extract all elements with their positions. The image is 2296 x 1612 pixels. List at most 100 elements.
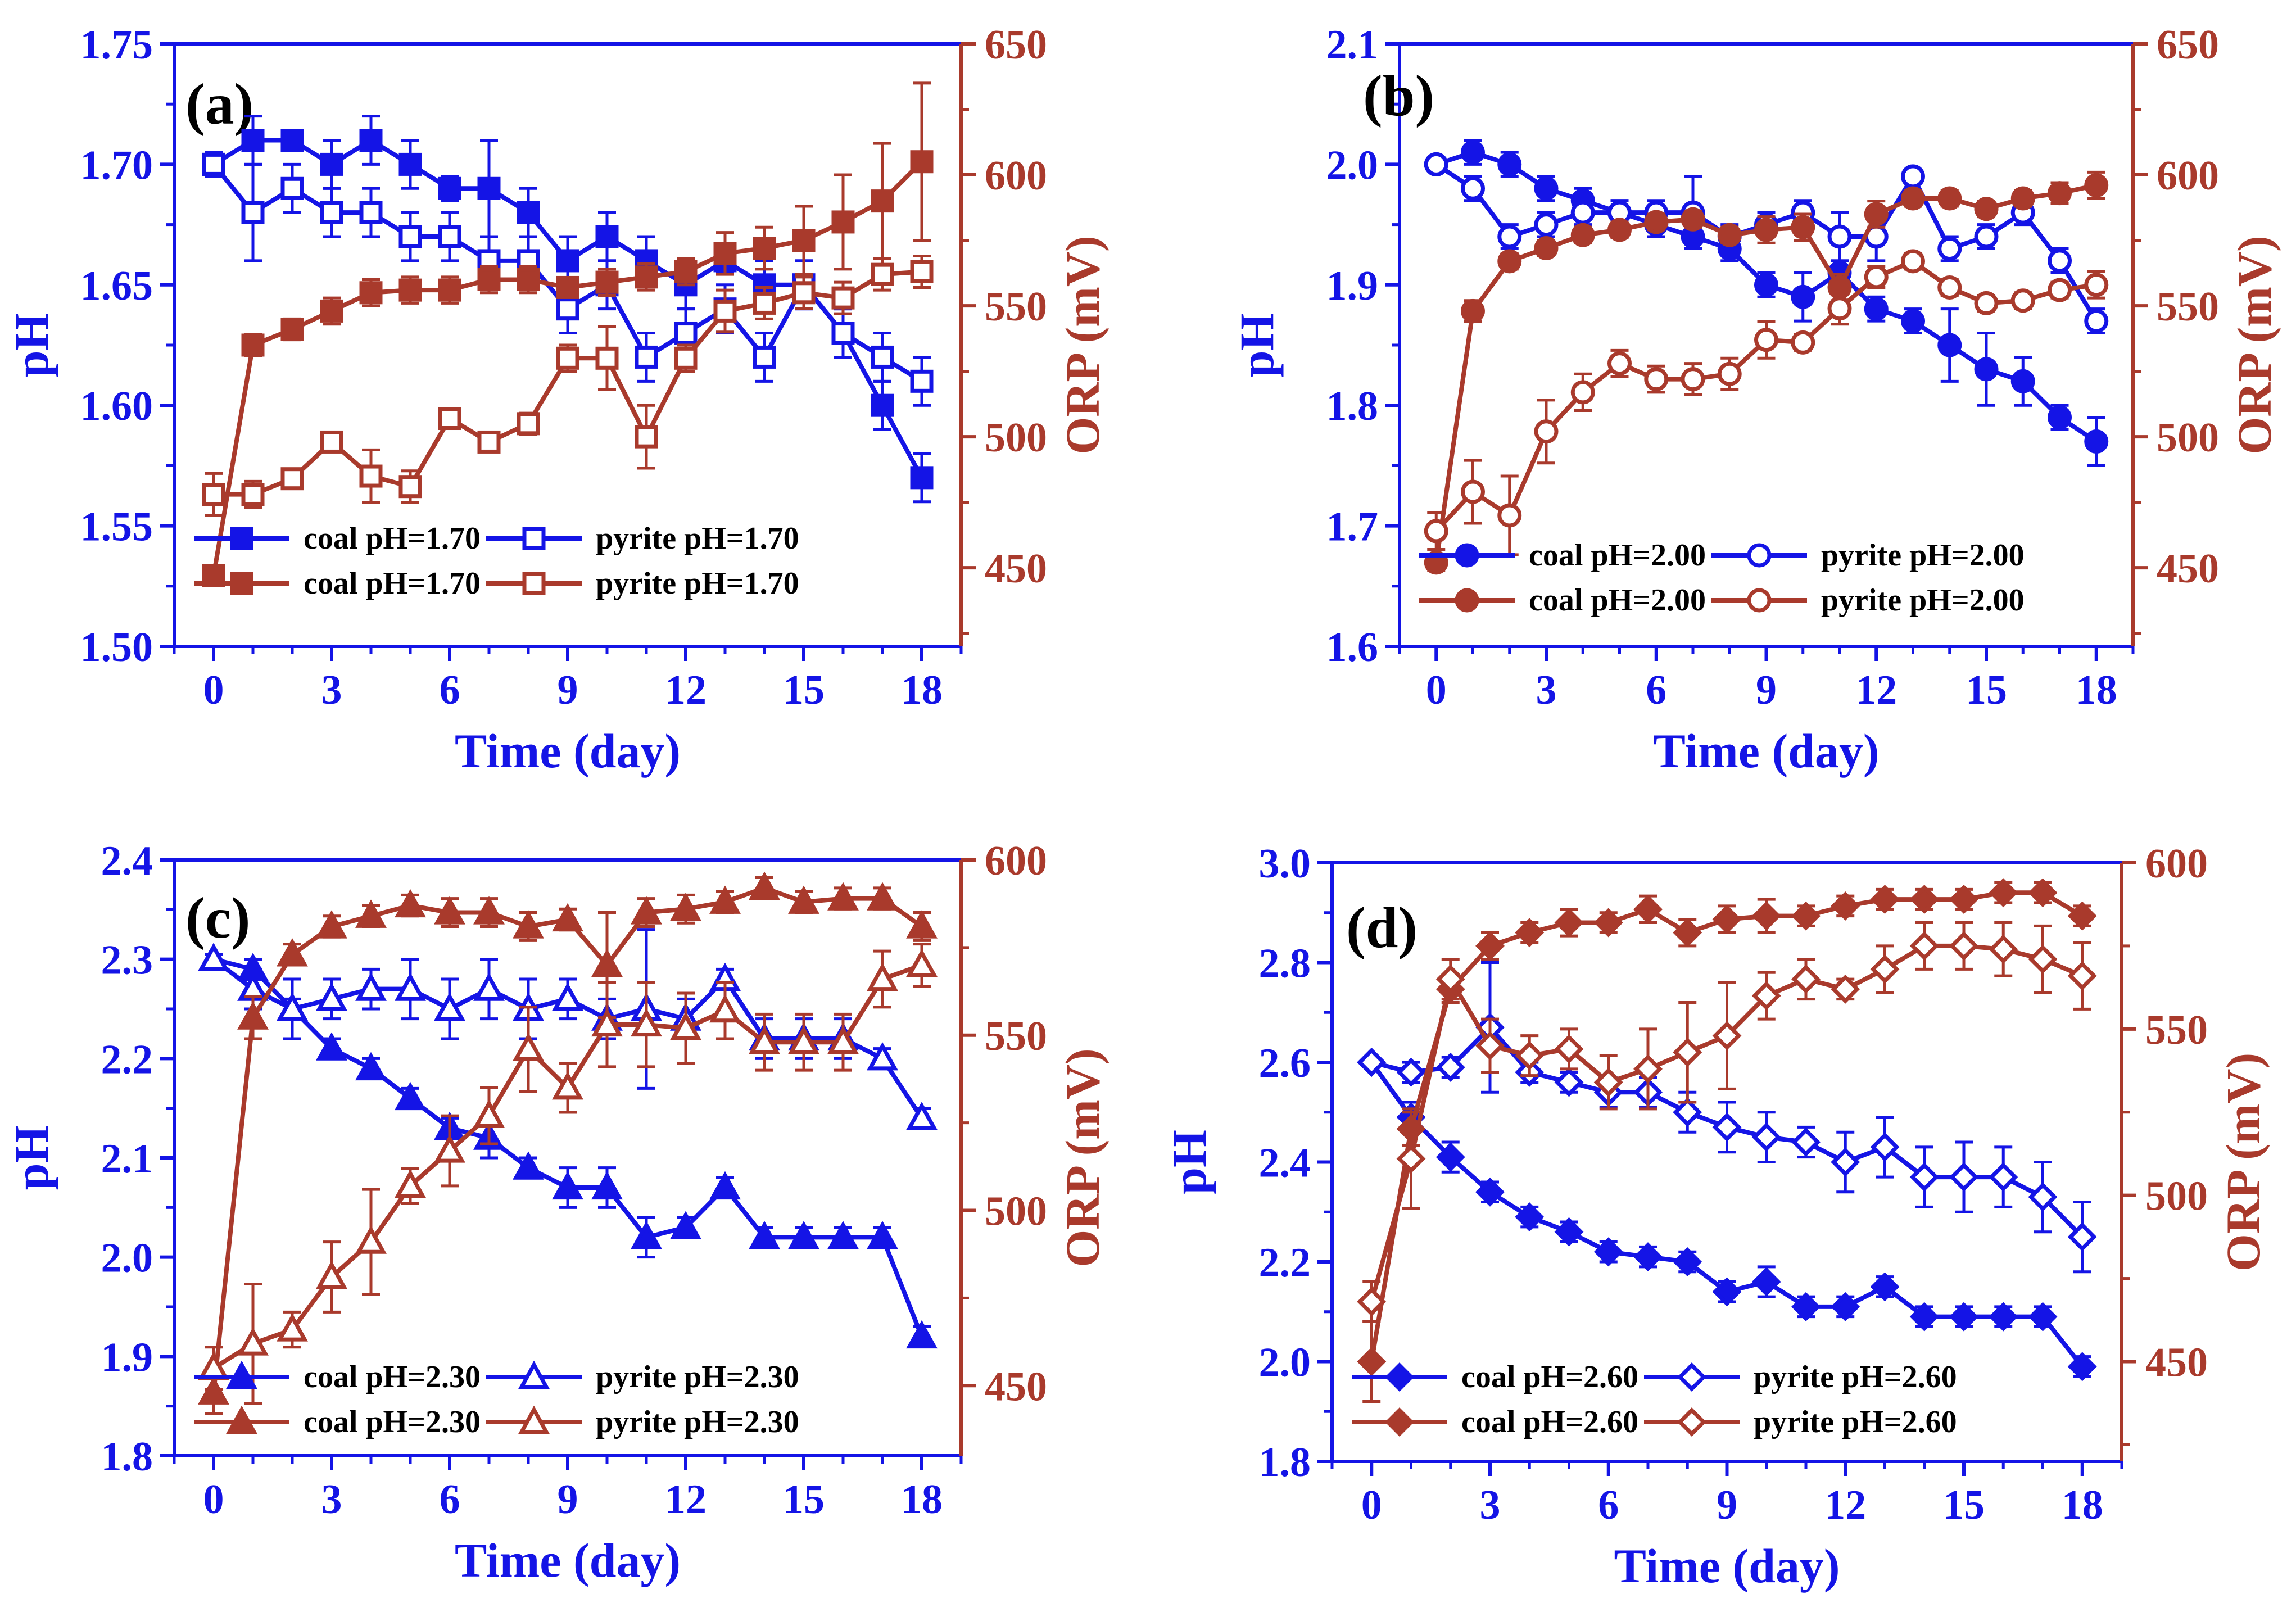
data-point bbox=[831, 286, 855, 310]
y-right-tick-label: 450 bbox=[2145, 1340, 2208, 1386]
data-point bbox=[1673, 918, 1702, 948]
data-point bbox=[591, 1171, 623, 1200]
data-point bbox=[1554, 1034, 1584, 1064]
data-point bbox=[1475, 1031, 1505, 1061]
data-point bbox=[1974, 197, 1999, 221]
data-point bbox=[1461, 479, 1485, 504]
data-point bbox=[1791, 1128, 1821, 1157]
data-point bbox=[1357, 1048, 1387, 1077]
data-point bbox=[1554, 1217, 1584, 1247]
y-right-tick-label: 600 bbox=[985, 838, 1047, 884]
data-point bbox=[1570, 200, 1595, 225]
data-point bbox=[1949, 1302, 1978, 1332]
data-point bbox=[906, 910, 938, 939]
legend-marker bbox=[1677, 1362, 1706, 1392]
data-point bbox=[1607, 218, 1632, 242]
y-left-tick-label: 1.8 bbox=[101, 1434, 153, 1480]
data-point bbox=[910, 466, 934, 490]
data-point bbox=[906, 948, 938, 977]
panel-label: (b) bbox=[1363, 64, 1434, 128]
data-point bbox=[867, 1221, 898, 1249]
data-point bbox=[827, 1221, 859, 1249]
y-left-tick-label: 2.2 bbox=[1259, 1240, 1311, 1286]
data-point bbox=[1435, 1142, 1465, 1172]
legend-marker bbox=[1677, 1407, 1706, 1437]
legend-marker bbox=[522, 572, 546, 595]
x-tick-label: 0 bbox=[1426, 667, 1447, 713]
data-point bbox=[2010, 369, 2035, 393]
data-point bbox=[792, 281, 816, 305]
data-point bbox=[1827, 296, 1852, 321]
data-point bbox=[556, 297, 579, 321]
legend-label: coal pH=2.00 bbox=[1529, 538, 1706, 573]
data-point bbox=[434, 992, 465, 1021]
data-point bbox=[316, 1032, 347, 1061]
data-point bbox=[552, 903, 583, 932]
legend-label: pyrite pH=2.00 bbox=[1821, 538, 2025, 573]
x-tick-label: 15 bbox=[783, 667, 825, 713]
legend: coal pH=2.00 pyrite pH=2.00 coal pH=2.00 py… bbox=[1419, 538, 2025, 618]
legend: coal pH=2.60 pyrite pH=2.60 coal pH=2.60 py… bbox=[1352, 1360, 1957, 1439]
data-point bbox=[202, 483, 225, 506]
legend-marker bbox=[226, 1405, 257, 1434]
data-point bbox=[1909, 1162, 1939, 1192]
data-point bbox=[280, 176, 304, 200]
data-point bbox=[2028, 878, 2058, 908]
x-tick-label: 12 bbox=[665, 667, 707, 713]
data-point bbox=[788, 885, 819, 914]
data-point bbox=[355, 1052, 387, 1081]
data-point bbox=[867, 962, 898, 991]
data-point bbox=[871, 393, 894, 417]
data-point bbox=[631, 1008, 662, 1037]
data-point bbox=[1435, 965, 1465, 994]
data-point bbox=[1751, 1267, 1781, 1297]
y-right-axis-label: ORP (mV) bbox=[2227, 236, 2281, 454]
legend-label: pyrite pH=2.00 bbox=[1821, 583, 2025, 618]
data-point bbox=[1751, 901, 1781, 931]
data-point bbox=[398, 475, 422, 499]
data-point bbox=[670, 1012, 701, 1040]
data-point bbox=[277, 938, 308, 967]
y-left-tick-label: 2.3 bbox=[101, 938, 153, 984]
legend-marker bbox=[1747, 543, 1772, 568]
data-point bbox=[2067, 901, 2097, 931]
data-point bbox=[1870, 885, 1900, 914]
data-point bbox=[1534, 176, 1559, 201]
data-point bbox=[1831, 1292, 1860, 1321]
data-point bbox=[1864, 297, 1889, 322]
series-1 bbox=[1357, 1048, 2097, 1382]
legend-label: pyrite pH=1.70 bbox=[596, 521, 799, 556]
y-left-axis-label: pH bbox=[1162, 1130, 1216, 1194]
data-point bbox=[1570, 380, 1595, 405]
data-point bbox=[1791, 901, 1821, 931]
data-point bbox=[1712, 904, 1742, 934]
legend-label: coal pH=1.70 bbox=[304, 521, 481, 556]
data-point bbox=[788, 1221, 819, 1249]
data-point bbox=[359, 201, 383, 224]
y-right-tick-label: 650 bbox=[2157, 22, 2219, 68]
y-right-tick-label: 500 bbox=[2157, 415, 2219, 461]
chart-panel-3: 0 3 6 9 12 15 18 Time (day) 1.8 1.9 2.0 2.1 2.2 2.3 2.… bbox=[4, 838, 1109, 1587]
data-point bbox=[1681, 367, 1705, 392]
y-right-tick-label: 450 bbox=[985, 546, 1047, 592]
y-left-axis-label: pH bbox=[4, 313, 58, 378]
y-right-tick-label: 500 bbox=[985, 1189, 1047, 1235]
legend-label: pyrite pH=2.30 bbox=[596, 1405, 799, 1439]
data-point bbox=[753, 345, 776, 369]
legend: coal pH=1.70 pyrite pH=1.70 coal pH=1.70 py… bbox=[194, 521, 799, 601]
legend-label: coal pH=2.00 bbox=[1529, 583, 1706, 618]
series-line bbox=[211, 885, 923, 1393]
data-point bbox=[1937, 333, 1962, 357]
data-point bbox=[552, 1171, 583, 1200]
data-point bbox=[1754, 218, 1778, 242]
x-tick-label: 15 bbox=[1966, 667, 2007, 713]
y-right-axis-label: ORP (mV) bbox=[2216, 1053, 2270, 1271]
data-point bbox=[280, 129, 304, 152]
panel-label: (a) bbox=[185, 72, 253, 137]
legend-marker bbox=[518, 1405, 550, 1434]
data-point bbox=[1989, 878, 2018, 908]
x-tick-label: 0 bbox=[1361, 1482, 1382, 1528]
data-point bbox=[517, 268, 540, 291]
data-point bbox=[241, 129, 265, 152]
data-point bbox=[513, 1151, 544, 1180]
